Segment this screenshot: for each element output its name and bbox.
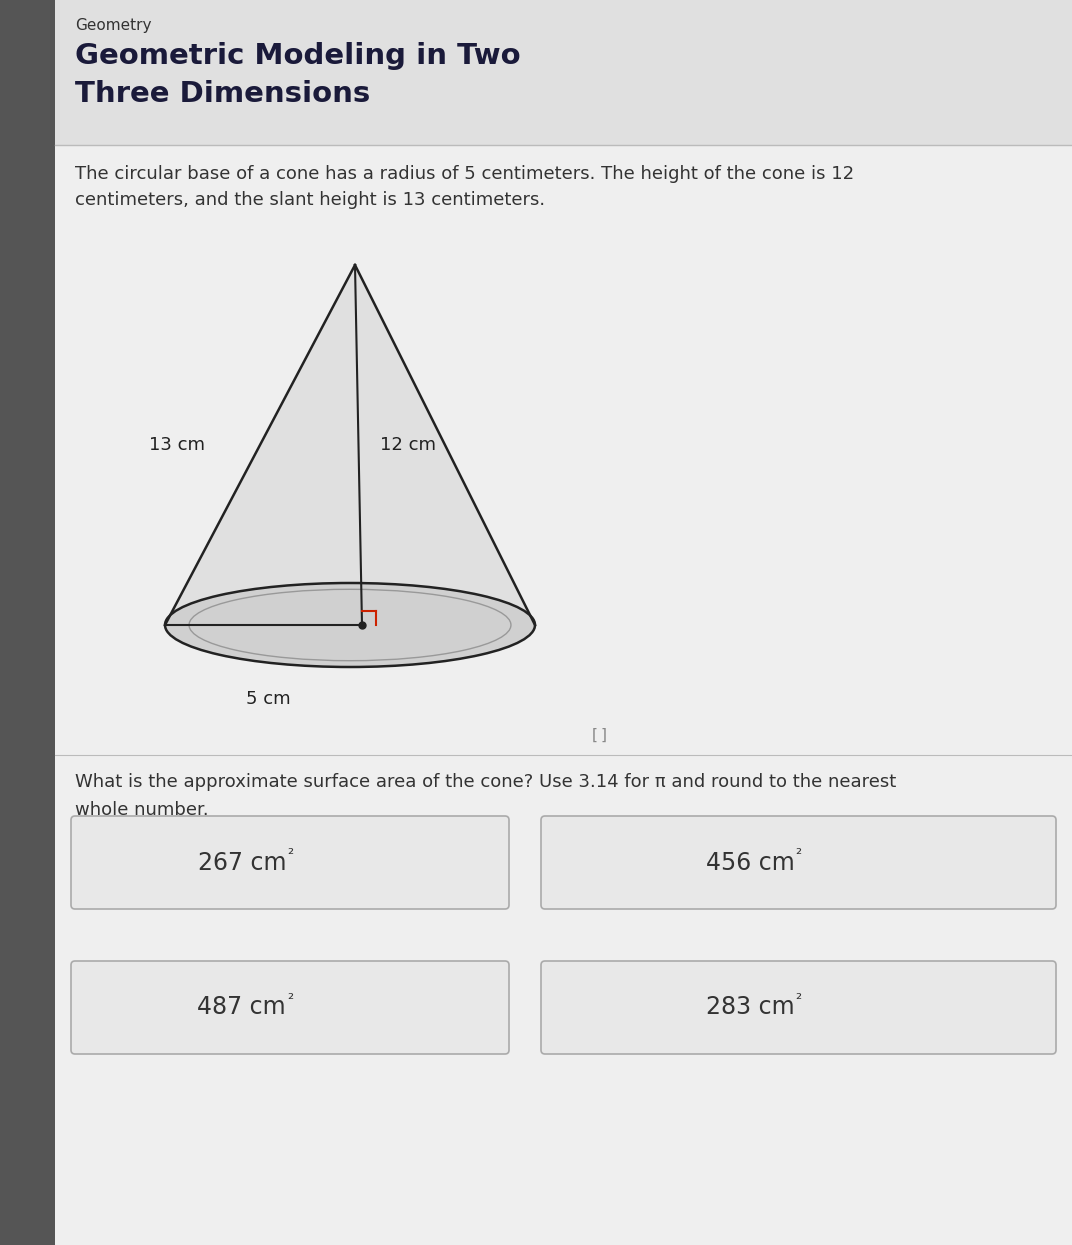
FancyBboxPatch shape bbox=[71, 815, 509, 909]
Text: 283 cm: 283 cm bbox=[705, 996, 794, 1020]
Text: 13 cm: 13 cm bbox=[149, 436, 205, 454]
Text: [ ]: [ ] bbox=[593, 727, 608, 742]
Text: 267 cm: 267 cm bbox=[197, 850, 286, 874]
Bar bbox=[0, 0, 55, 1245]
Text: 487 cm: 487 cm bbox=[197, 996, 286, 1020]
FancyBboxPatch shape bbox=[541, 815, 1056, 909]
Text: Geometry: Geometry bbox=[75, 17, 151, 34]
Bar bbox=[55, 0, 1072, 144]
Text: 5 cm: 5 cm bbox=[247, 690, 291, 708]
Text: 456 cm: 456 cm bbox=[705, 850, 794, 874]
Text: What is the approximate surface area of the cone? Use 3.14 for π and round to th: What is the approximate surface area of … bbox=[75, 773, 896, 791]
Text: whole number.: whole number. bbox=[75, 801, 209, 819]
Polygon shape bbox=[165, 265, 535, 625]
Text: ²: ² bbox=[795, 992, 802, 1007]
Text: The circular base of a cone has a radius of 5 centimeters. The height of the con: The circular base of a cone has a radius… bbox=[75, 166, 854, 183]
Text: ²: ² bbox=[795, 847, 802, 862]
Text: Geometric Modeling in Two: Geometric Modeling in Two bbox=[75, 42, 521, 70]
Text: ²: ² bbox=[287, 992, 293, 1007]
Text: ²: ² bbox=[287, 847, 293, 862]
Ellipse shape bbox=[165, 583, 535, 667]
Text: Three Dimensions: Three Dimensions bbox=[75, 80, 370, 108]
Text: centimeters, and the slant height is 13 centimeters.: centimeters, and the slant height is 13 … bbox=[75, 190, 546, 209]
Text: 12 cm: 12 cm bbox=[379, 436, 436, 454]
FancyBboxPatch shape bbox=[541, 961, 1056, 1055]
FancyBboxPatch shape bbox=[71, 961, 509, 1055]
